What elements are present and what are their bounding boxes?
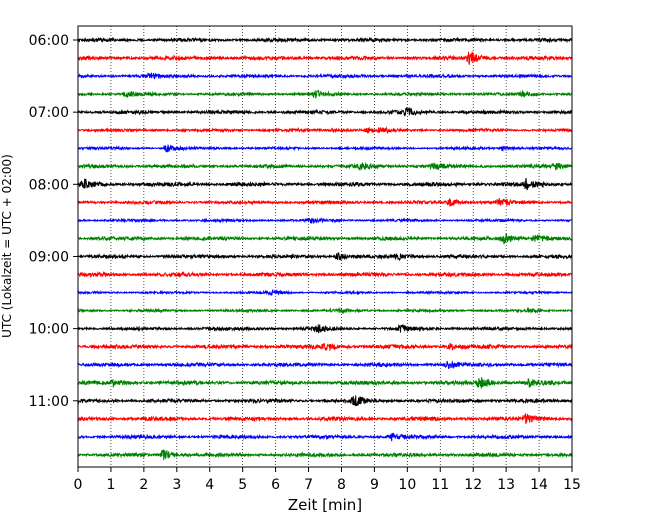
x-tick-label: 7 bbox=[304, 477, 313, 493]
x-tick-label: 9 bbox=[370, 477, 379, 493]
trace-0900 bbox=[77, 252, 573, 262]
trace-1045 bbox=[77, 377, 573, 389]
y-tick-label: 07:00 bbox=[29, 105, 69, 121]
trace-0615 bbox=[77, 51, 573, 65]
trace-1000 bbox=[77, 323, 573, 334]
trace-0800 bbox=[77, 177, 573, 191]
trace-1130 bbox=[77, 432, 573, 442]
x-tick-label: 4 bbox=[205, 477, 214, 493]
y-tick-label: 06:00 bbox=[29, 33, 69, 49]
trace-1030 bbox=[77, 360, 573, 370]
trace-1145 bbox=[77, 449, 573, 461]
y-tick-label: 08:00 bbox=[29, 177, 69, 193]
y-tick-label: 11:00 bbox=[29, 394, 69, 410]
trace-0830 bbox=[77, 217, 573, 224]
trace-0730 bbox=[77, 144, 573, 153]
trace-0700 bbox=[77, 107, 573, 117]
x-tick-label: 15 bbox=[563, 477, 581, 493]
y-axis: 06:00 07:00 08:00 09:00 10:00 11:00 bbox=[29, 33, 78, 410]
plot-frame bbox=[77, 25, 573, 468]
trace-0945 bbox=[77, 306, 573, 315]
x-tick-label: 6 bbox=[271, 477, 280, 493]
x-tick-label: 3 bbox=[172, 477, 181, 493]
y-axis-label: UTC (Lokalzeit = UTC + 02:00) bbox=[0, 154, 14, 338]
trace-0745 bbox=[77, 162, 573, 171]
trace-0915 bbox=[77, 270, 573, 279]
y-tick-label: 10:00 bbox=[29, 322, 69, 338]
x-tick-label: 12 bbox=[464, 477, 482, 493]
trace-0645 bbox=[77, 89, 573, 99]
trace-0930 bbox=[77, 288, 573, 297]
x-tick-label: 10 bbox=[398, 477, 416, 493]
trace-1115 bbox=[77, 413, 573, 424]
trace-0600 bbox=[77, 36, 573, 44]
trace-0630 bbox=[77, 72, 573, 80]
trace-1015 bbox=[77, 342, 573, 352]
x-tick-label: 5 bbox=[238, 477, 247, 493]
trace-1100 bbox=[77, 395, 573, 407]
trace-0715 bbox=[77, 126, 573, 135]
x-tick-label: 1 bbox=[106, 477, 115, 493]
x-axis-label: Zeit [min] bbox=[288, 496, 362, 514]
traces bbox=[77, 36, 573, 461]
x-tick-label: 0 bbox=[74, 477, 83, 493]
x-tick-label: 11 bbox=[431, 477, 449, 493]
x-tick-label: 14 bbox=[530, 477, 548, 493]
x-tick-label: 8 bbox=[337, 477, 346, 493]
trace-0845 bbox=[77, 232, 573, 245]
x-tick-label: 13 bbox=[497, 477, 515, 493]
x-axis: 0 1 2 3 4 5 6 7 8 9 10 11 12 13 14 15 bbox=[74, 467, 581, 493]
x-tick-label: 2 bbox=[139, 477, 148, 493]
trace-0815 bbox=[77, 198, 573, 207]
y-tick-label: 09:00 bbox=[29, 249, 69, 265]
